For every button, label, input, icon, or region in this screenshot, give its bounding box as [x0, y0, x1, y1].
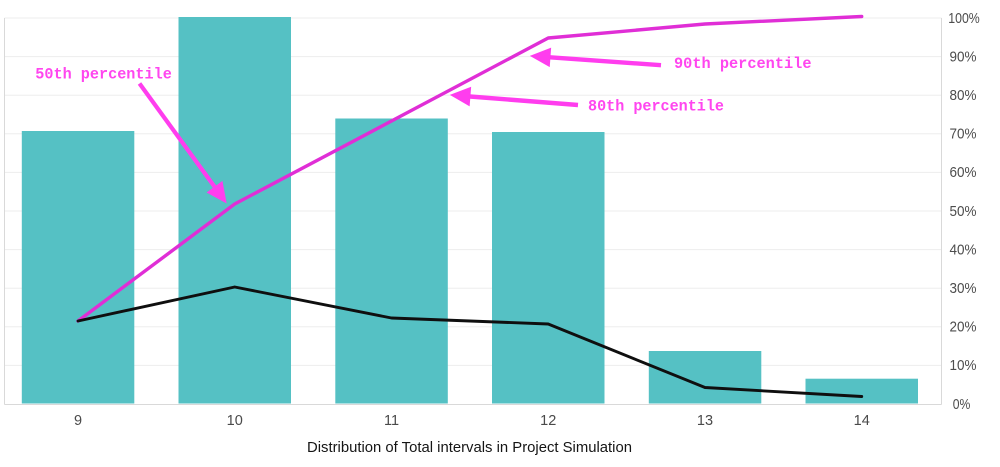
svg-text:13: 13	[697, 413, 713, 429]
svg-text:14: 14	[854, 413, 870, 429]
svg-text:80th percentile: 80th percentile	[588, 98, 724, 116]
svg-text:90%: 90%	[950, 48, 977, 65]
svg-text:90th percentile: 90th percentile	[674, 55, 812, 73]
svg-text:50th percentile: 50th percentile	[35, 66, 172, 84]
svg-text:40%: 40%	[950, 241, 977, 258]
svg-text:11: 11	[384, 413, 399, 429]
svg-text:10: 10	[227, 413, 243, 429]
svg-text:80%: 80%	[950, 87, 977, 104]
svg-text:50%: 50%	[950, 203, 977, 220]
svg-text:Distribution of Total interval: Distribution of Total intervals in Proje…	[307, 439, 632, 456]
svg-text:30%: 30%	[950, 280, 977, 297]
svg-text:10%: 10%	[950, 357, 977, 374]
svg-text:100%: 100%	[948, 10, 980, 27]
svg-text:70%: 70%	[950, 126, 977, 143]
svg-text:20%: 20%	[950, 319, 977, 336]
svg-text:60%: 60%	[950, 164, 977, 181]
svg-text:12: 12	[540, 413, 556, 429]
svg-text:9: 9	[74, 413, 82, 429]
svg-text:0%: 0%	[953, 396, 971, 413]
